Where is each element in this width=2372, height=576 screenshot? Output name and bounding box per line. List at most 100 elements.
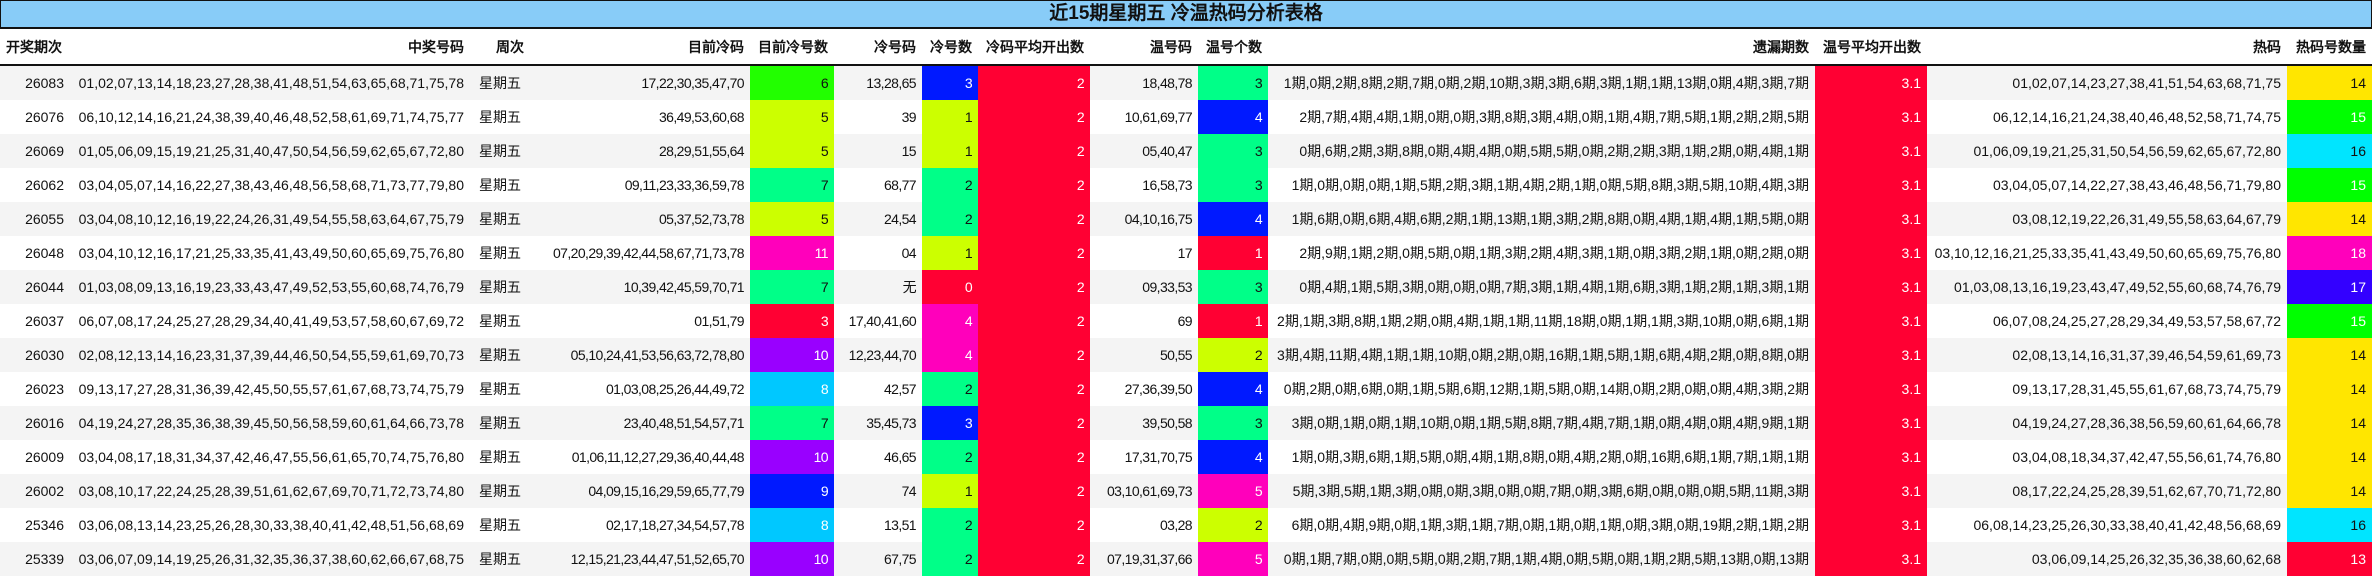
header-hot[interactable]: 热码: [1927, 29, 2287, 66]
header-warm[interactable]: 温号码: [1090, 29, 1198, 66]
cold-now-cell: 36,49,53,60,68: [530, 100, 750, 134]
header-cold-avg[interactable]: 冷码平均开出数: [978, 29, 1090, 66]
hot-count-cell: 14: [2287, 440, 2372, 474]
warm-avg-cell: 3.1: [1815, 100, 1927, 134]
cold-avg-cell: 2: [978, 304, 1090, 338]
missing-cell: 1期,6期,0期,6期,4期,6期,2期,1期,13期,1期,3期,2期,8期,…: [1268, 202, 1815, 236]
cold-now-count-cell: 5: [750, 202, 834, 236]
cold-now-count-cell: 8: [750, 372, 834, 406]
warm-avg-cell: 3.1: [1815, 65, 1927, 100]
hot-count-cell: 14: [2287, 65, 2372, 100]
warm-cell: 17: [1090, 236, 1198, 270]
hot-cell: 03,04,05,07,14,22,27,38,43,46,48,56,71,7…: [1927, 168, 2287, 202]
warm-count-cell: 2: [1198, 508, 1268, 542]
warm-cell: 50,55: [1090, 338, 1198, 372]
table-row[interactable]: 26002 03,08,10,17,22,24,25,28,39,51,61,62…: [0, 474, 2372, 508]
warm-avg-cell: 3.1: [1815, 406, 1927, 440]
header-hot-count[interactable]: 热码号数量: [2287, 29, 2372, 66]
numbers-cell: 02,08,12,13,14,16,23,31,37,39,44,46,50,5…: [70, 338, 470, 372]
header-cold-count[interactable]: 冷号数: [922, 29, 978, 66]
table-row[interactable]: 26044 01,03,08,09,13,16,19,23,33,43,47,49…: [0, 270, 2372, 304]
cold-count-cell: 2: [922, 168, 978, 202]
cold-now-count-cell: 5: [750, 100, 834, 134]
table-row[interactable]: 26076 06,10,12,14,16,21,24,38,39,40,46,48…: [0, 100, 2372, 134]
warm-cell: 69: [1090, 304, 1198, 338]
table-row[interactable]: 25346 03,06,08,13,14,23,25,26,28,30,33,38…: [0, 508, 2372, 542]
warm-cell: 16,58,73: [1090, 168, 1198, 202]
table-row[interactable]: 26048 03,04,10,12,16,17,21,25,33,35,41,43…: [0, 236, 2372, 270]
cold-count-cell: 2: [922, 542, 978, 576]
numbers-cell: 01,02,07,13,14,18,23,27,28,38,41,48,51,5…: [70, 65, 470, 100]
warm-avg-cell: 3.1: [1815, 338, 1927, 372]
issue-cell: 26009: [0, 440, 70, 474]
header-cold[interactable]: 冷号码: [834, 29, 922, 66]
table-row[interactable]: 26016 04,19,24,27,28,35,36,38,39,45,50,56…: [0, 406, 2372, 440]
numbers-cell: 03,06,07,09,14,19,25,26,31,32,35,36,37,3…: [70, 542, 470, 576]
hot-cell: 01,02,07,14,23,27,38,41,51,54,63,68,71,7…: [1927, 65, 2287, 100]
numbers-cell: 06,10,12,14,16,21,24,38,39,40,46,48,52,5…: [70, 100, 470, 134]
hot-count-cell: 14: [2287, 202, 2372, 236]
warm-count-cell: 5: [1198, 474, 1268, 508]
warm-cell: 10,61,69,77: [1090, 100, 1198, 134]
table-row[interactable]: 26009 03,04,08,17,18,31,34,37,42,46,47,55…: [0, 440, 2372, 474]
cold-avg-cell: 2: [978, 270, 1090, 304]
table-row[interactable]: 26055 03,04,08,10,12,16,19,22,24,26,31,49…: [0, 202, 2372, 236]
warm-count-cell: 4: [1198, 100, 1268, 134]
table-row[interactable]: 26023 09,13,17,27,28,31,36,39,42,45,50,55…: [0, 372, 2372, 406]
warm-cell: 03,28: [1090, 508, 1198, 542]
missing-cell: 0期,2期,0期,6期,0期,1期,5期,6期,12期,1期,5期,0期,14期…: [1268, 372, 1815, 406]
table-row[interactable]: 26030 02,08,12,13,14,16,23,31,37,39,44,46…: [0, 338, 2372, 372]
missing-cell: 6期,0期,4期,9期,0期,1期,3期,1期,7期,0期,1期,0期,1期,0…: [1268, 508, 1815, 542]
cold-avg-cell: 2: [978, 372, 1090, 406]
header-row: 开奖期次 中奖号码 周次 目前冷码 目前冷号数 冷号码 冷号数 冷码平均开出数 …: [0, 29, 2372, 66]
cold-count-cell: 2: [922, 202, 978, 236]
cold-cell: 39: [834, 100, 922, 134]
header-cold-now[interactable]: 目前冷码: [530, 29, 750, 66]
missing-cell: 0期,1期,7期,0期,0期,5期,0期,2期,7期,1期,4期,0期,5期,0…: [1268, 542, 1815, 576]
missing-cell: 2期,7期,4期,4期,1期,0期,0期,3期,8期,3期,4期,0期,1期,4…: [1268, 100, 1815, 134]
table-row[interactable]: 26083 01,02,07,13,14,18,23,27,28,38,41,48…: [0, 65, 2372, 100]
cold-avg-cell: 2: [978, 406, 1090, 440]
header-missing[interactable]: 遗漏期数: [1268, 29, 1815, 66]
table-row[interactable]: 26069 01,05,06,09,15,19,21,25,31,40,47,50…: [0, 134, 2372, 168]
warm-cell: 03,10,61,69,73: [1090, 474, 1198, 508]
weekday-cell: 星期五: [470, 236, 530, 270]
hot-cell: 02,08,13,14,16,31,37,39,46,54,59,61,69,7…: [1927, 338, 2287, 372]
hot-cell: 03,06,09,14,25,26,32,35,36,38,60,62,68: [1927, 542, 2287, 576]
cold-avg-cell: 2: [978, 440, 1090, 474]
table-row[interactable]: 26037 06,07,08,17,24,25,27,28,29,34,40,41…: [0, 304, 2372, 338]
weekday-cell: 星期五: [470, 338, 530, 372]
missing-cell: 2期,9期,1期,2期,0期,5期,0期,1期,3期,2期,4期,3期,1期,0…: [1268, 236, 1815, 270]
cold-cell: 35,45,73: [834, 406, 922, 440]
cold-cell: 17,40,41,60: [834, 304, 922, 338]
table-row[interactable]: 26062 03,04,05,07,14,16,22,27,38,43,46,48…: [0, 168, 2372, 202]
cold-count-cell: 2: [922, 508, 978, 542]
header-issue[interactable]: 开奖期次: [0, 29, 70, 66]
header-cold-now-count[interactable]: 目前冷号数: [750, 29, 834, 66]
weekday-cell: 星期五: [470, 542, 530, 576]
warm-avg-cell: 3.1: [1815, 440, 1927, 474]
table-title: 近15期星期五 冷温热码分析表格: [0, 0, 2372, 29]
cold-count-cell: 1: [922, 236, 978, 270]
cold-now-cell: 17,22,30,35,47,70: [530, 65, 750, 100]
header-warm-count[interactable]: 温号个数: [1198, 29, 1268, 66]
numbers-cell: 03,06,08,13,14,23,25,26,28,30,33,38,40,4…: [70, 508, 470, 542]
numbers-cell: 04,19,24,27,28,35,36,38,39,45,50,56,58,5…: [70, 406, 470, 440]
warm-count-cell: 4: [1198, 440, 1268, 474]
table-row[interactable]: 25339 03,06,07,09,14,19,25,26,31,32,35,36…: [0, 542, 2372, 576]
warm-cell: 04,10,16,75: [1090, 202, 1198, 236]
cold-now-cell: 05,10,24,41,53,56,63,72,78,80: [530, 338, 750, 372]
cold-avg-cell: 2: [978, 168, 1090, 202]
cold-count-cell: 4: [922, 304, 978, 338]
cold-now-count-cell: 10: [750, 338, 834, 372]
cold-cell: 无: [834, 270, 922, 304]
analysis-table: 开奖期次 中奖号码 周次 目前冷码 目前冷号数 冷号码 冷号数 冷码平均开出数 …: [0, 29, 2372, 576]
header-numbers[interactable]: 中奖号码: [70, 29, 470, 66]
header-weekday[interactable]: 周次: [470, 29, 530, 66]
cold-now-count-cell: 8: [750, 508, 834, 542]
warm-count-cell: 4: [1198, 202, 1268, 236]
missing-cell: 0期,6期,2期,3期,8期,0期,4期,4期,0期,5期,5期,0期,2期,2…: [1268, 134, 1815, 168]
warm-cell: 27,36,39,50: [1090, 372, 1198, 406]
cold-now-cell: 28,29,51,55,64: [530, 134, 750, 168]
header-warm-avg[interactable]: 温号平均开出数: [1815, 29, 1927, 66]
